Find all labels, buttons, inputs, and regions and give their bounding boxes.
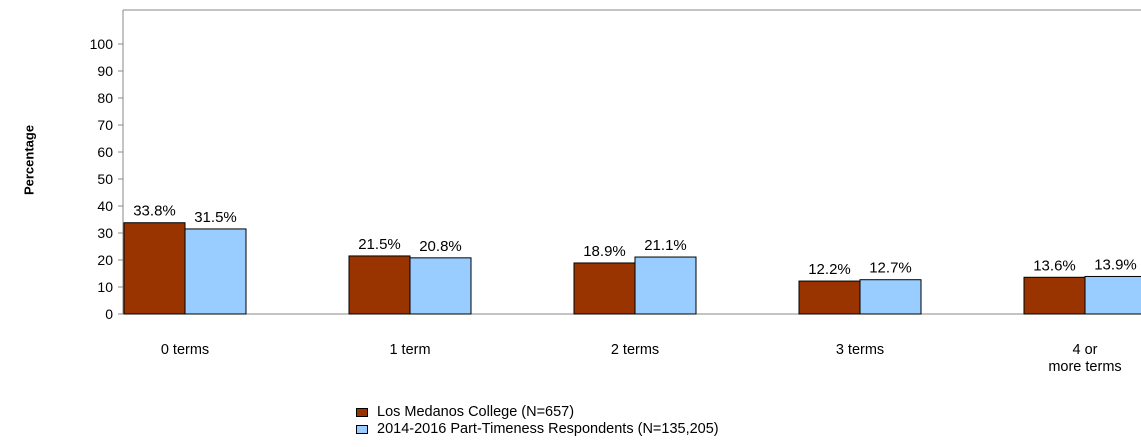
data-label-series-1-0: 33.8% xyxy=(133,203,176,220)
x-tick-label-2-line-0: 2 terms xyxy=(611,342,659,358)
bar-series-1-4 xyxy=(1023,276,1086,315)
y-tick-label-30: 30 xyxy=(97,225,113,241)
y-tick-label-100: 100 xyxy=(90,36,114,52)
legend-label-series-1: Los Medanos College (N=657) xyxy=(377,404,575,420)
y-tick-label-90: 90 xyxy=(97,63,113,79)
bar-series-2-0 xyxy=(184,228,247,315)
data-label-series-1-2: 18.9% xyxy=(583,243,626,260)
y-tick-label-20: 20 xyxy=(97,252,113,268)
bar-series-1-1 xyxy=(348,255,411,315)
legend-swatch-series-1 xyxy=(356,408,368,417)
y-tick-label-50: 50 xyxy=(97,171,113,187)
data-label-series-1-4: 13.6% xyxy=(1033,257,1076,274)
x-tick-label-1-line-0: 1 term xyxy=(389,342,430,358)
y-tick-label-10: 10 xyxy=(97,279,113,295)
legend: Los Medanos College (N=657) 2014-2016 Pa… xyxy=(356,404,719,438)
data-label-series-1-3: 12.2% xyxy=(808,261,851,278)
x-tick-label-4-line-1: more terms xyxy=(1048,359,1121,375)
legend-label-series-2: 2014-2016 Part-Timeness Respondents (N=1… xyxy=(377,421,719,437)
data-label-series-2-0: 31.5% xyxy=(194,209,237,226)
bar-series-2-3 xyxy=(859,279,922,315)
y-tick-label-0: 0 xyxy=(105,306,113,322)
bar-series-1-0 xyxy=(123,222,186,315)
x-tick-label-4-line-0: 4 or xyxy=(1073,342,1098,358)
x-tick-label-3-line-0: 3 terms xyxy=(836,342,884,358)
y-tick-label-60: 60 xyxy=(97,144,113,160)
data-label-series-2-4: 13.9% xyxy=(1094,256,1137,273)
bar-series-2-1 xyxy=(409,257,472,315)
y-axis-label: Percentage xyxy=(21,124,37,196)
bar-series-2-2 xyxy=(634,256,697,315)
legend-swatch-series-2 xyxy=(356,425,368,434)
data-label-series-1-1: 21.5% xyxy=(358,236,401,253)
legend-item-series-1: Los Medanos College (N=657) xyxy=(356,404,719,421)
bar-series-2-4 xyxy=(1084,275,1141,315)
legend-item-series-2: 2014-2016 Part-Timeness Respondents (N=1… xyxy=(356,421,719,438)
x-tick-label-0-line-0: 0 terms xyxy=(161,342,209,358)
y-tick-label-40: 40 xyxy=(97,198,113,214)
data-label-series-2-2: 21.1% xyxy=(644,237,687,254)
bar-series-1-2 xyxy=(573,262,636,315)
data-label-series-2-3: 12.7% xyxy=(869,260,912,277)
y-tick-label-70: 70 xyxy=(97,117,113,133)
bar-series-1-3 xyxy=(798,280,861,315)
y-tick-label-80: 80 xyxy=(97,90,113,106)
data-label-series-2-1: 20.8% xyxy=(419,238,462,255)
